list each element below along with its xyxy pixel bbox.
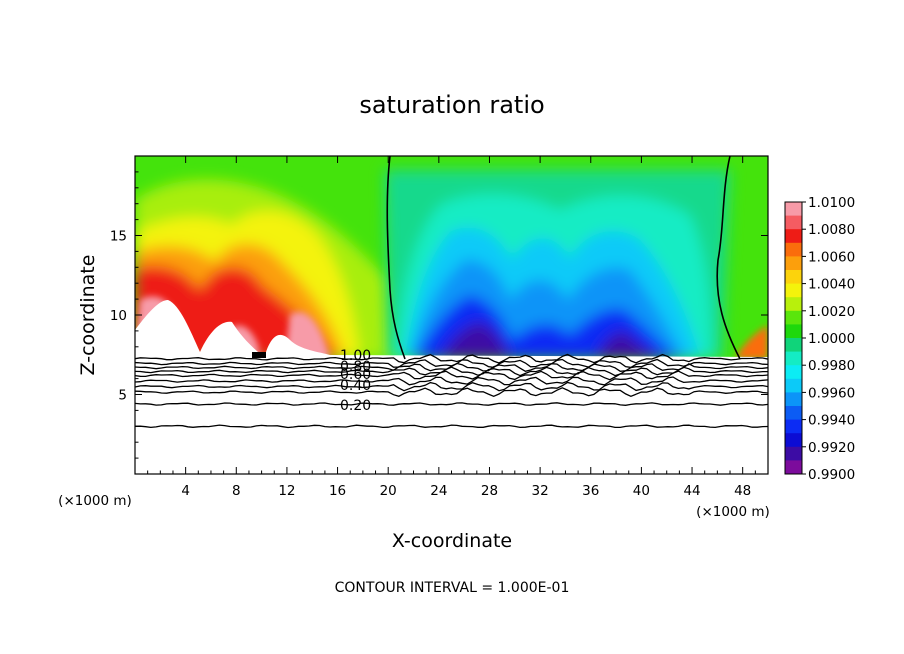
colorbar-label: 0.9940 [808,413,855,429]
colorbar-swatch [785,446,802,461]
contour-label-3: 0.60 [340,367,371,383]
contour-label-4: 0.40 [340,378,371,394]
subsaturated-region [385,170,730,359]
x-tick-label: 44 [683,483,700,499]
colorbar-swatch [785,242,802,257]
colorbar-label: 1.0100 [808,195,855,211]
colorbar-swatch [785,229,802,244]
y-tick-label: 5 [118,388,127,404]
colorbar-label: 0.9980 [808,358,855,374]
colorbar [784,201,803,475]
colorbar-swatch [785,378,802,393]
x-tick-label: 16 [329,483,346,499]
contour-line [135,387,768,398]
colorbar-swatch [785,215,802,230]
x-tick-label: 36 [582,483,599,499]
saturation-field [135,156,768,359]
contour-label-2: 0.80 [340,359,371,375]
x-tick-label: 40 [633,483,650,499]
colorbar-swatch [785,460,802,475]
x-tick-label: 32 [532,483,549,499]
colorbar-swatch [785,351,802,366]
colorbar-label: 0.9960 [808,385,855,401]
contour-line-1.00-a [386,156,406,360]
contour-line-1.00-b [716,156,741,360]
contour-line [135,370,768,381]
y-tick-label: 15 [110,229,127,245]
contour-line [135,366,768,377]
colorbar-swatch [785,283,802,298]
x-tick-label: 48 [734,483,751,499]
colorbar-swatch [785,310,802,325]
x-unit-right: (×1000 m) [696,504,770,520]
x-tick-label: 8 [232,483,241,499]
contour-line [135,402,768,406]
plot-area [135,156,768,474]
contour-labels: 1.00 0.80 0.60 0.40 0.20 [340,348,371,414]
x-axis-label: X-coordinate [392,530,512,552]
contour-label-5: 0.20 [340,398,371,414]
contour-line [135,381,768,392]
colorbar-swatch [785,406,802,421]
x-tick-label: 20 [380,483,397,499]
colorbar-swatch [785,433,802,448]
x-tick-label: 24 [430,483,447,499]
contour-line [135,353,768,364]
colorbar-swatch [785,365,802,380]
lower-white-region [135,300,768,474]
x-tick-label: 4 [181,483,190,499]
x-tick-label: 28 [481,483,498,499]
contour-label-1: 1.00 [340,348,371,364]
colorbar-swatch [785,419,802,434]
colorbar-label: 1.0000 [808,331,855,347]
contour-line [135,376,768,386]
colorbar-swatch [785,392,802,407]
colorbar-swatch [785,202,802,217]
colorbar-swatch [785,256,802,271]
contour-interval-text: CONTOUR INTERVAL = 1.000E-01 [335,580,570,596]
y-ticks: 5 10 15 [110,171,768,459]
colorbar-label: 1.0040 [808,277,855,293]
y-axis-label: Z-coordinate [77,255,99,376]
y-tick-label: 10 [110,308,127,324]
contour-lines [135,353,768,429]
colorbar-label: 1.0080 [808,222,855,238]
colorbar-labels: 1.0100 1.0080 1.0060 1.0040 1.0020 1.0000 0.99… [802,195,855,483]
colorbar-swatch [785,324,802,339]
colorbar-swatch [785,297,802,312]
x-tick-label: 12 [278,483,295,499]
chart-title: saturation ratio [359,91,544,119]
x-ticks: 4 8 12 16 20 24 28 32 36 40 44 48 [147,156,756,499]
colorbar-swatch [785,338,802,353]
contour-line [135,424,768,429]
colorbar-label: 0.9900 [808,467,855,483]
x-unit-left: (×1000 m) [58,493,132,509]
colorbar-label: 1.0020 [808,304,855,320]
colorbar-label: 0.9920 [808,440,855,456]
colorbar-label: 1.0060 [808,249,855,265]
colorbar-swatch [785,270,802,285]
